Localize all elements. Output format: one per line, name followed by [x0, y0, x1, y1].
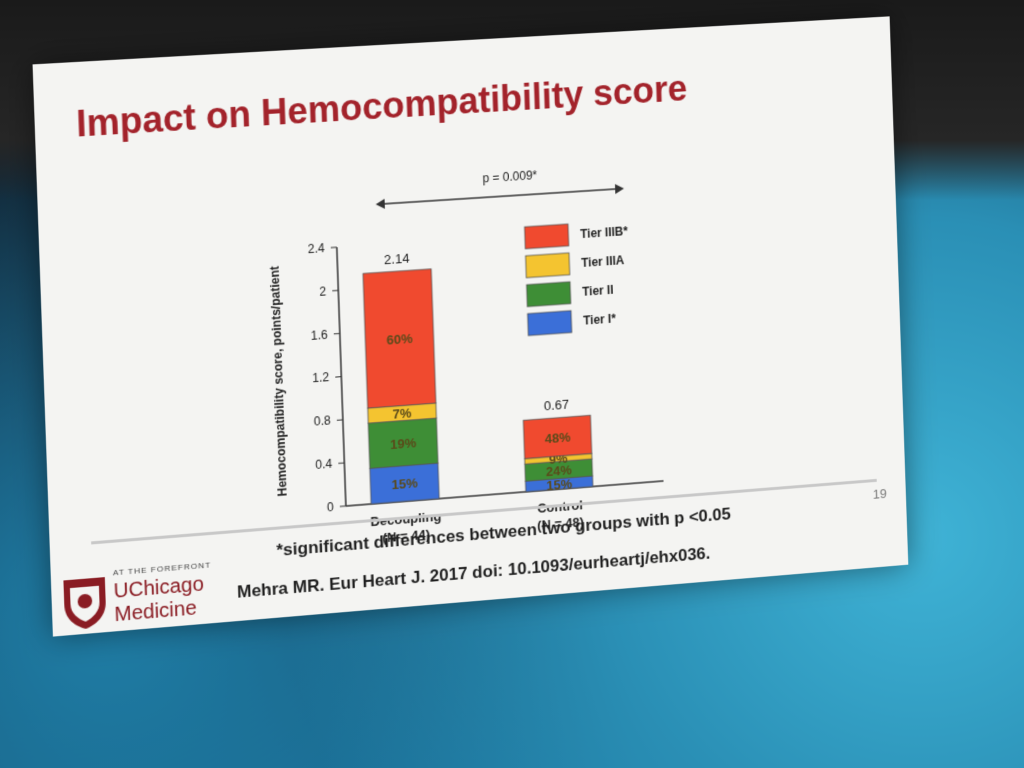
total-label: 2.14: [384, 250, 410, 267]
uchicago-medicine-logo: AT THE FOREFRONT UChicago Medicine: [61, 558, 238, 633]
bar-segment: [368, 418, 438, 468]
y-tick-label: 2.4: [308, 241, 326, 256]
legend-label: Tier II: [582, 283, 614, 299]
y-tick-label: 0.4: [315, 457, 333, 472]
bar-segment: [525, 476, 593, 492]
y-tick-label: 1.2: [312, 371, 330, 386]
percent-label: 15%: [546, 476, 573, 493]
y-tick-label: 0: [327, 500, 334, 515]
stacked-bar-chart: 0 0.4 0.8 1.2 1.6 2 2.4 Hemocompatibility score…: [268, 16, 909, 546]
percent-label: 15%: [391, 476, 418, 493]
shield-icon: [63, 577, 107, 631]
p-value-arrow: [375, 183, 625, 210]
presentation-slide: Impact on Hemocompatibility score p = 0.…: [32, 16, 909, 637]
legend-swatch: [528, 311, 572, 336]
y-tick-label: 2: [319, 284, 326, 298]
legend-swatch: [526, 253, 570, 278]
percent-label: 24%: [546, 462, 573, 479]
category-n-label: (N = 44): [382, 527, 430, 546]
bar-segment: [370, 463, 439, 504]
bar-segment: [363, 269, 436, 408]
percent-label: 19%: [390, 435, 417, 452]
percent-label: 60%: [386, 331, 413, 348]
bar-segment: [368, 403, 437, 423]
percent-label: 7%: [392, 406, 412, 422]
total-label: 0.67: [544, 397, 569, 414]
bar-segment: [523, 415, 591, 459]
legend-swatch: [525, 224, 569, 249]
legend-label: Tier IIIB*: [580, 224, 628, 241]
legend-swatch: [527, 282, 571, 307]
y-axis-label: Hemocompatibility score, points/patient: [268, 266, 290, 497]
legend-label: Tier I*: [583, 312, 616, 328]
category-n-label: (N = 48): [537, 514, 584, 533]
y-tick-label: 1.6: [311, 327, 329, 342]
percent-label: 48%: [545, 429, 572, 446]
bar-segment: [525, 459, 593, 481]
legend-label: Tier IIIA: [581, 253, 625, 270]
y-tick-label: 0.8: [314, 414, 332, 429]
